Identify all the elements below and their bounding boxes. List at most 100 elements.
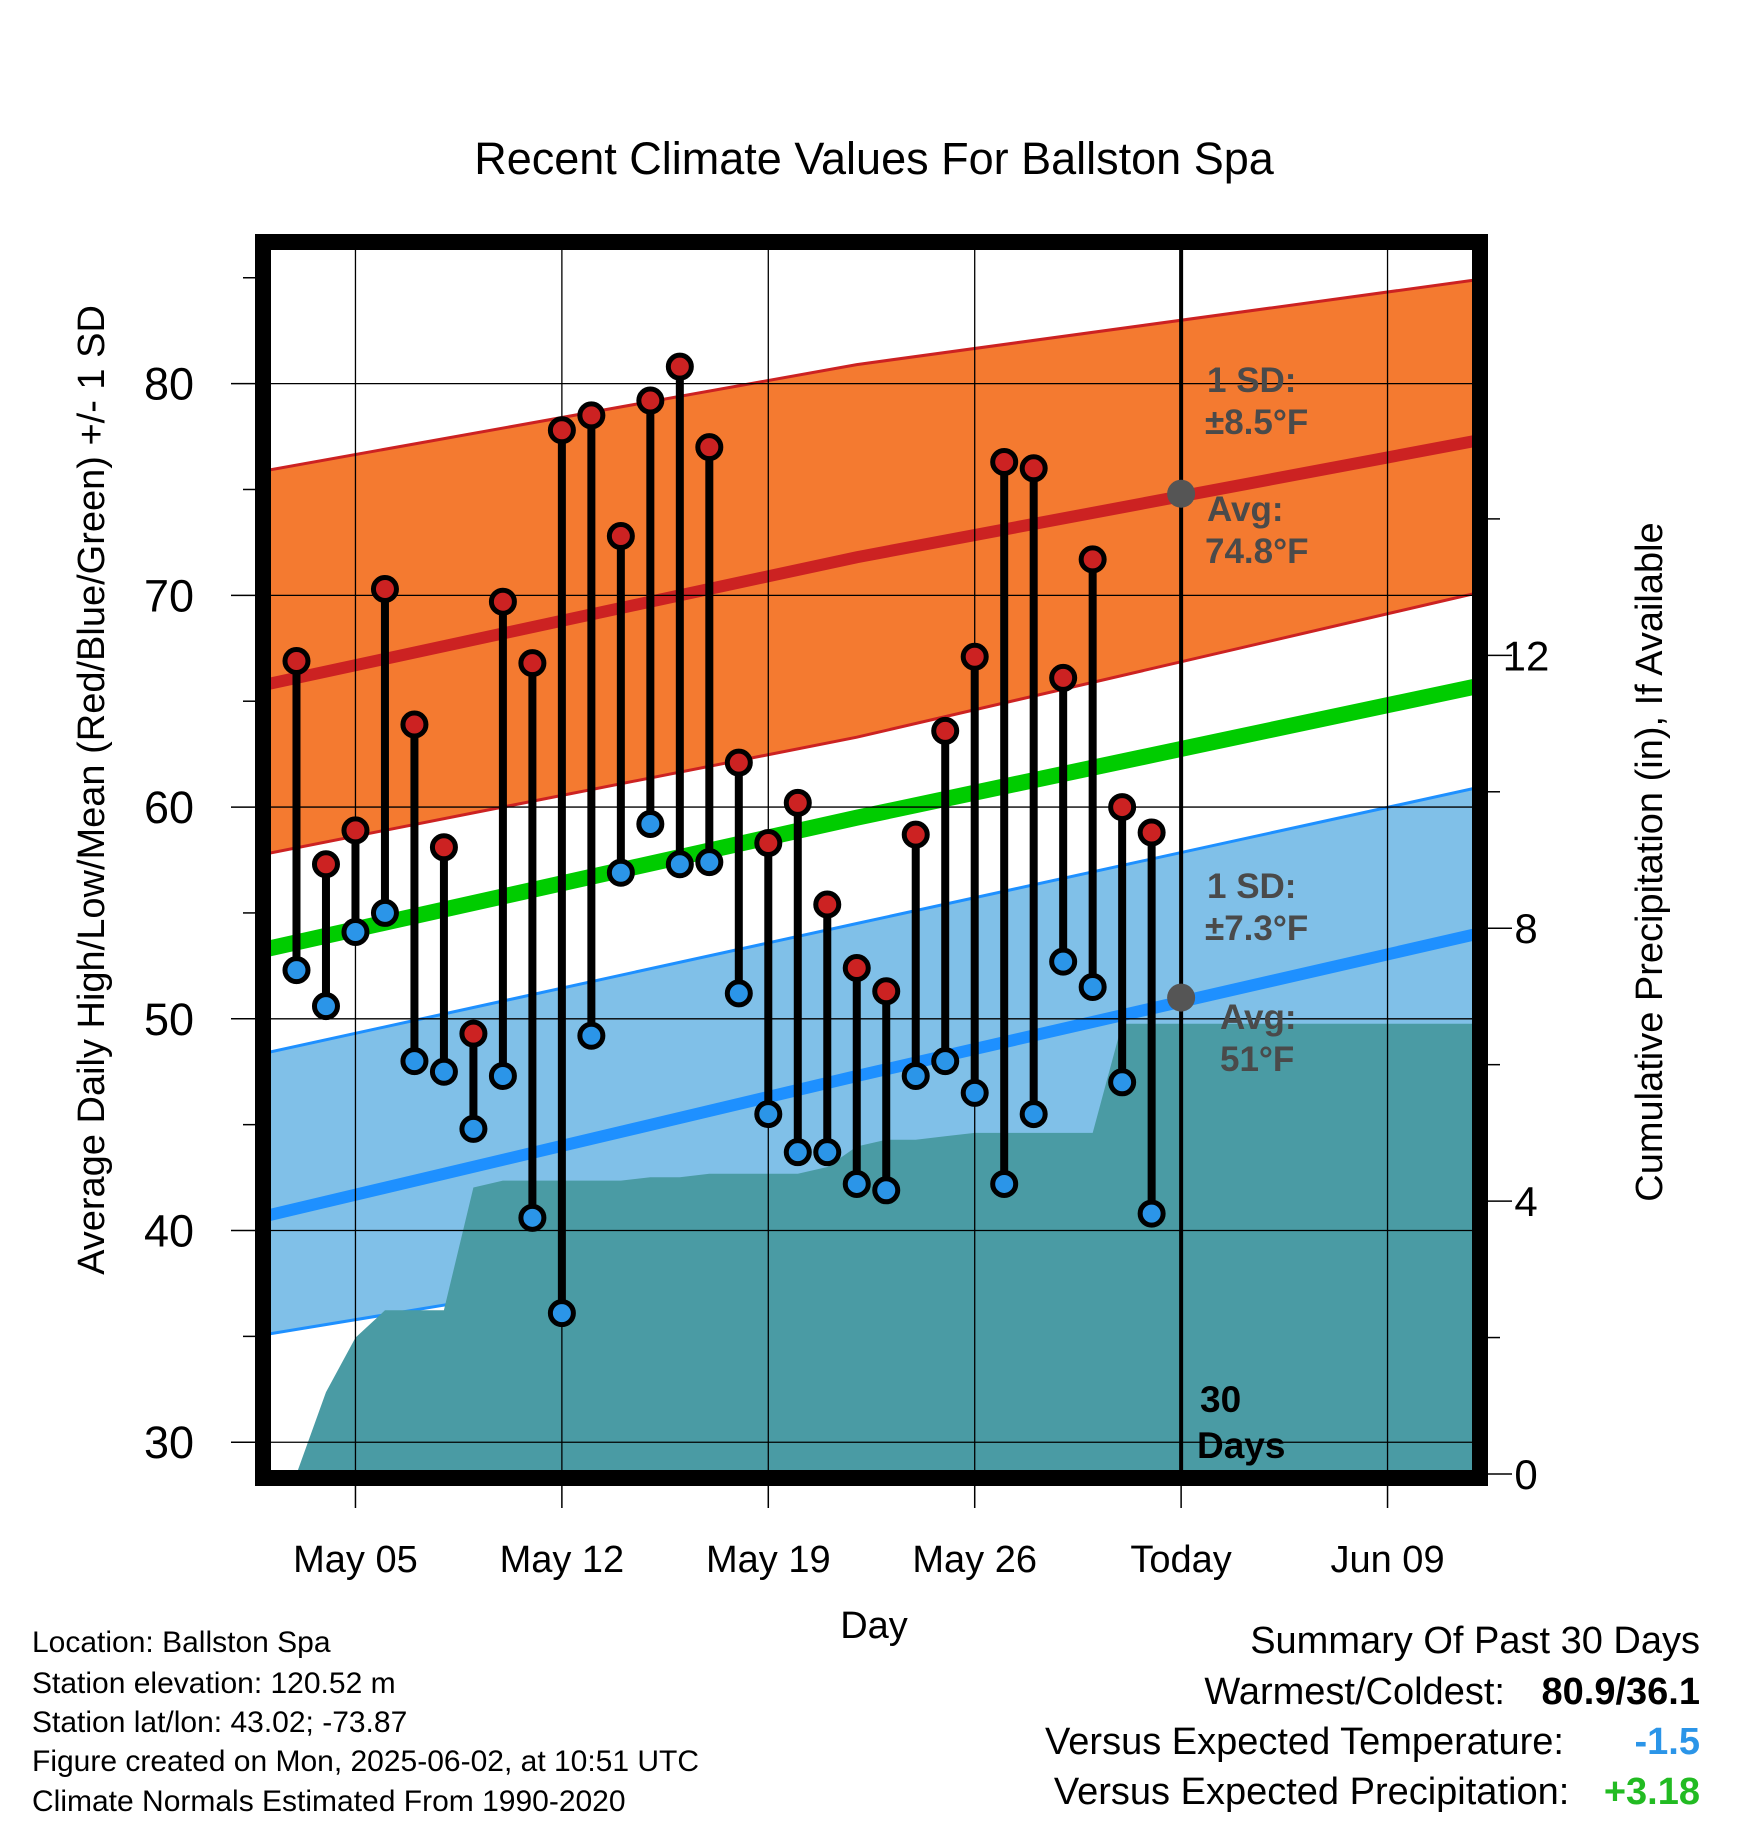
low-point: [282, 956, 311, 985]
y-tick-label: 60: [144, 782, 194, 833]
low-point: [577, 1021, 606, 1050]
low-avg-label: Avg:: [1220, 998, 1296, 1037]
low-band-upper-edge: [267, 786, 1476, 1055]
y-axis-label: Average Daily High/Low/Mean (Red/Blue/Gr…: [71, 305, 113, 1275]
summary-temperature: Versus Expected Temperature: -1.5: [1045, 1723, 1700, 1761]
low-avg-value: 51°F: [1220, 1040, 1294, 1079]
high-point: [960, 642, 989, 671]
normal-high-line: [267, 434, 1476, 691]
high-point: [783, 788, 812, 817]
high-point: [429, 833, 458, 862]
precip-label: Versus Expected Precipitation:: [1053, 1771, 1570, 1813]
high-point: [872, 977, 901, 1006]
low-point: [370, 898, 399, 927]
high-point: [1137, 818, 1166, 847]
high-point: [606, 522, 635, 551]
low-point: [488, 1061, 517, 1090]
x-tick-label: May 12: [500, 1539, 625, 1581]
y2-axis-label: Cumulative Precipitation (in), If Availa…: [1629, 522, 1671, 1201]
low-point: [813, 1138, 842, 1167]
low-point: [724, 979, 753, 1008]
days-label-number: 30: [1200, 1379, 1241, 1420]
low-point: [400, 1047, 429, 1076]
low-avg-marker: [1167, 983, 1196, 1012]
low-point: [1078, 973, 1107, 1002]
days-label-text: Days: [1197, 1425, 1285, 1466]
high-point: [370, 574, 399, 603]
low-sd-value: ±7.3°F: [1205, 909, 1308, 948]
high-point: [813, 890, 842, 919]
plot-content: [267, 246, 1476, 1474]
high-avg-value: 74.8°F: [1205, 532, 1309, 571]
plot-frame: [255, 234, 1488, 1486]
x-tick-label: May 19: [706, 1539, 831, 1581]
x-tick-label: Today: [1130, 1539, 1231, 1581]
x-axis-label: Day: [840, 1605, 908, 1647]
warmest-coldest-label: Warmest/Coldest:: [1204, 1671, 1505, 1713]
low-point: [990, 1169, 1019, 1198]
station-info: Location: Ballston Spa Station elevation…: [32, 1628, 699, 1817]
low-point: [1019, 1100, 1048, 1129]
y-tick-label: 40: [144, 1206, 194, 1257]
low-point: [429, 1057, 458, 1086]
high-point: [311, 850, 340, 879]
y2-tick-label: 12: [1503, 632, 1550, 679]
high-point: [1078, 545, 1107, 574]
low-point: [311, 992, 340, 1021]
summary-warmest-coldest: Warmest/Coldest: 80.9/36.1: [1204, 1673, 1700, 1711]
y-tick-label: 80: [144, 359, 194, 410]
high-point: [931, 716, 960, 745]
high-point: [636, 386, 665, 415]
info-normals: Climate Normals Estimated From 1990-2020: [32, 1785, 626, 1818]
high-point: [577, 401, 606, 430]
low-sd-label: 1 SD:: [1207, 867, 1296, 906]
low-point: [459, 1114, 488, 1143]
high-point: [665, 352, 694, 381]
y2-tick-label: 4: [1514, 1178, 1537, 1225]
low-point: [636, 810, 665, 839]
y2-tick-label: 8: [1514, 905, 1537, 952]
high-point: [695, 433, 724, 462]
info-elevation: Station elevation: 120.52 m: [32, 1667, 396, 1700]
high-band-lower-edge: [267, 591, 1476, 856]
high-avg-label: Avg:: [1207, 490, 1283, 529]
high-point: [990, 447, 1019, 476]
warmest-coldest-value: 80.9/36.1: [1541, 1671, 1700, 1713]
normal-mean-line: [267, 678, 1476, 957]
summary-title: Summary Of Past 30 Days: [1250, 1620, 1700, 1662]
high-point: [1108, 793, 1137, 822]
low-point: [1137, 1199, 1166, 1228]
x-tick-label: May 05: [293, 1539, 418, 1581]
high-sd-value: ±8.5°F: [1205, 403, 1308, 442]
high-point: [341, 816, 370, 845]
high-point: [518, 649, 547, 678]
temp-value: -1.5: [1634, 1721, 1700, 1763]
high-point: [754, 829, 783, 858]
x-tick-label: Jun 09: [1330, 1539, 1444, 1581]
high-avg-marker: [1167, 479, 1196, 508]
low-point: [547, 1299, 576, 1328]
info-location: Location: Ballston Spa: [32, 1626, 331, 1659]
high-point: [1049, 663, 1078, 692]
info-latlon: Station lat/lon: 43.02; -73.87: [32, 1706, 408, 1739]
low-point: [1049, 947, 1078, 976]
temp-label: Versus Expected Temperature:: [1045, 1721, 1564, 1763]
high-point: [400, 710, 429, 739]
high-point: [547, 416, 576, 445]
y2-tick-label: 0: [1514, 1451, 1537, 1498]
low-point: [960, 1078, 989, 1107]
precip-value: +3.18: [1603, 1771, 1700, 1813]
low-point: [518, 1203, 547, 1232]
y-tick-label: 70: [144, 570, 194, 621]
high-point: [459, 1019, 488, 1048]
high-point: [488, 587, 517, 616]
high-point: [724, 748, 753, 777]
low-point: [872, 1176, 901, 1205]
low-point: [695, 848, 724, 877]
low-point: [754, 1100, 783, 1129]
y-tick-label: 50: [144, 994, 194, 1045]
low-point: [341, 917, 370, 946]
low-point: [842, 1169, 871, 1198]
high-sd-label: 1 SD:: [1207, 361, 1296, 400]
